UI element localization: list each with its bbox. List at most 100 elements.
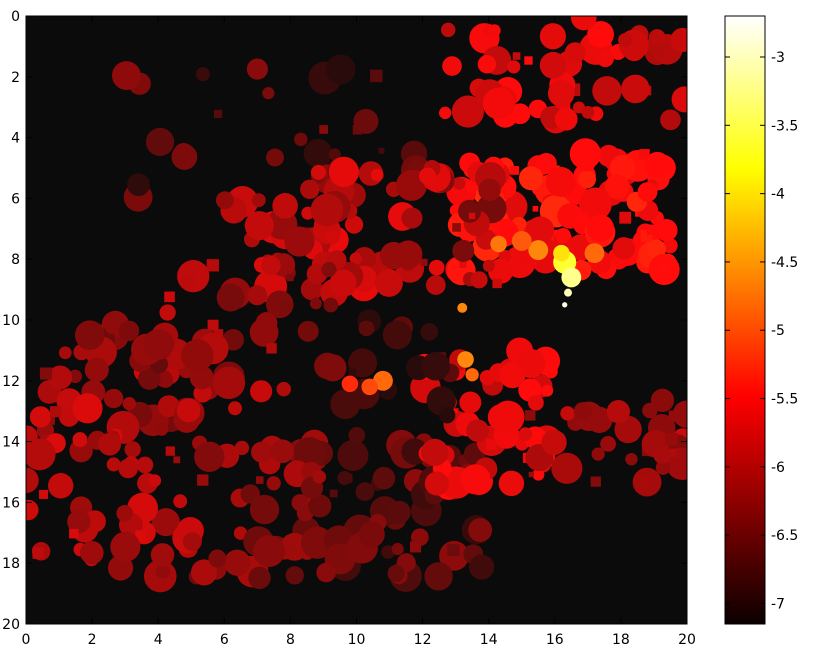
heatmap-blob — [592, 76, 622, 106]
heatmap-blob — [74, 320, 105, 350]
heatmap-blob — [32, 547, 44, 559]
heatmap-blob — [420, 258, 428, 266]
heatmap-blob — [672, 400, 687, 428]
heatmap-blob — [637, 182, 658, 202]
heatmap-blob — [248, 566, 271, 590]
heatmap-hot-spot — [528, 240, 549, 260]
heatmap-blob — [98, 432, 122, 456]
heatmap-blob — [58, 346, 72, 360]
heatmap-blob — [564, 42, 586, 64]
heatmap-blob — [447, 544, 460, 557]
heatmap-blob — [375, 269, 403, 297]
y-tick-label: 12 — [2, 374, 20, 390]
heatmap-blob — [355, 482, 375, 501]
heatmap-blob — [310, 193, 344, 227]
heatmap-blob — [459, 260, 467, 268]
heatmap-cells — [26, 16, 687, 593]
heatmap-blob — [625, 452, 638, 466]
heatmap-blob — [136, 456, 154, 474]
heatmap-blob — [528, 471, 534, 478]
heatmap-blob — [370, 69, 383, 83]
heatmap-blob — [560, 406, 575, 421]
heatmap-blob — [215, 191, 234, 210]
heatmap-blob — [570, 16, 597, 31]
heatmap-blob — [518, 427, 533, 441]
heatmap-blob — [49, 406, 62, 418]
heatmap-blob — [499, 362, 526, 389]
heatmap-blob — [482, 87, 515, 120]
heatmap-blob — [491, 400, 525, 434]
heatmap-blob — [159, 304, 176, 321]
heatmap-blob — [247, 285, 268, 306]
heatmap-blob — [510, 166, 520, 175]
heatmap-blob — [246, 58, 268, 80]
heatmap-blob — [266, 343, 277, 354]
heatmap-blob — [321, 262, 337, 277]
heatmap-blob — [72, 432, 88, 448]
heatmap-blob — [518, 166, 543, 191]
heatmap-blob — [251, 193, 266, 208]
heatmap-blob — [460, 464, 491, 495]
heatmap-blob — [312, 470, 327, 484]
heatmap-blob — [173, 456, 181, 464]
heatmap-blob — [326, 231, 340, 245]
heatmap-blob — [452, 177, 466, 190]
heatmap-blob — [276, 381, 291, 397]
heatmap-blob — [468, 518, 493, 543]
colorbar-gradient — [725, 16, 765, 624]
heatmap-blob — [648, 29, 666, 46]
heatmap-hot-spot — [584, 243, 605, 264]
heatmap-blob — [619, 211, 632, 224]
heatmap-blob — [660, 109, 681, 131]
heatmap-blob — [206, 259, 219, 272]
heatmap-blob — [469, 554, 495, 580]
heatmap-blob — [532, 205, 539, 212]
heatmap-blob — [604, 174, 630, 199]
heatmap-blob — [325, 54, 356, 85]
heatmap-blob — [482, 259, 495, 272]
heatmap-hot-spot — [373, 370, 393, 391]
heatmap-blob — [155, 563, 171, 579]
heatmap-blob — [261, 255, 281, 276]
heatmap-blob — [337, 470, 352, 486]
heatmap-blob — [488, 24, 501, 37]
colorbar-tick-label: -4 — [771, 187, 785, 203]
heatmap-blob — [138, 367, 161, 390]
heatmap-blob — [80, 540, 104, 565]
y-tick-label: 10 — [2, 313, 20, 329]
heatmap-blob — [670, 27, 687, 53]
heatmap-blob — [323, 297, 339, 313]
heatmap-blob — [647, 239, 666, 259]
heatmap-blob — [173, 494, 188, 509]
heatmap-blob — [233, 526, 248, 540]
heatmap-blob — [190, 559, 218, 586]
x-tick-label: 6 — [220, 632, 229, 648]
heatmap-blob — [370, 168, 384, 182]
heatmap-blob — [39, 489, 49, 499]
heatmap-blob — [329, 489, 338, 498]
y-tick-label: 20 — [2, 617, 20, 633]
x-tick-label: 16 — [546, 632, 564, 648]
heatmap-blob — [578, 187, 612, 221]
heatmap-blob — [387, 564, 405, 583]
heatmap-blob — [110, 531, 141, 562]
heatmap-blob — [551, 452, 583, 484]
heatmap-blob — [665, 432, 678, 446]
y-tick-label: 2 — [11, 70, 20, 86]
heatmap-blob — [639, 149, 650, 160]
y-tick-label: 0 — [11, 9, 20, 25]
heatmap-hot-spot — [562, 302, 568, 308]
heatmap-blob — [609, 154, 636, 181]
heatmap-blob — [224, 549, 251, 576]
heatmap-blob — [348, 368, 357, 377]
heatmap-hot-spot — [561, 267, 582, 288]
heatmap-blob — [655, 460, 671, 475]
heatmap-blob — [303, 138, 333, 168]
heatmap-blob — [569, 138, 601, 170]
heatmap-blob — [498, 470, 525, 497]
heatmap-blob — [382, 320, 412, 350]
heatmap-blob — [394, 240, 423, 269]
heatmap-blob — [266, 148, 284, 167]
heatmap-blob — [541, 429, 567, 456]
heatmap-blob — [420, 323, 439, 341]
